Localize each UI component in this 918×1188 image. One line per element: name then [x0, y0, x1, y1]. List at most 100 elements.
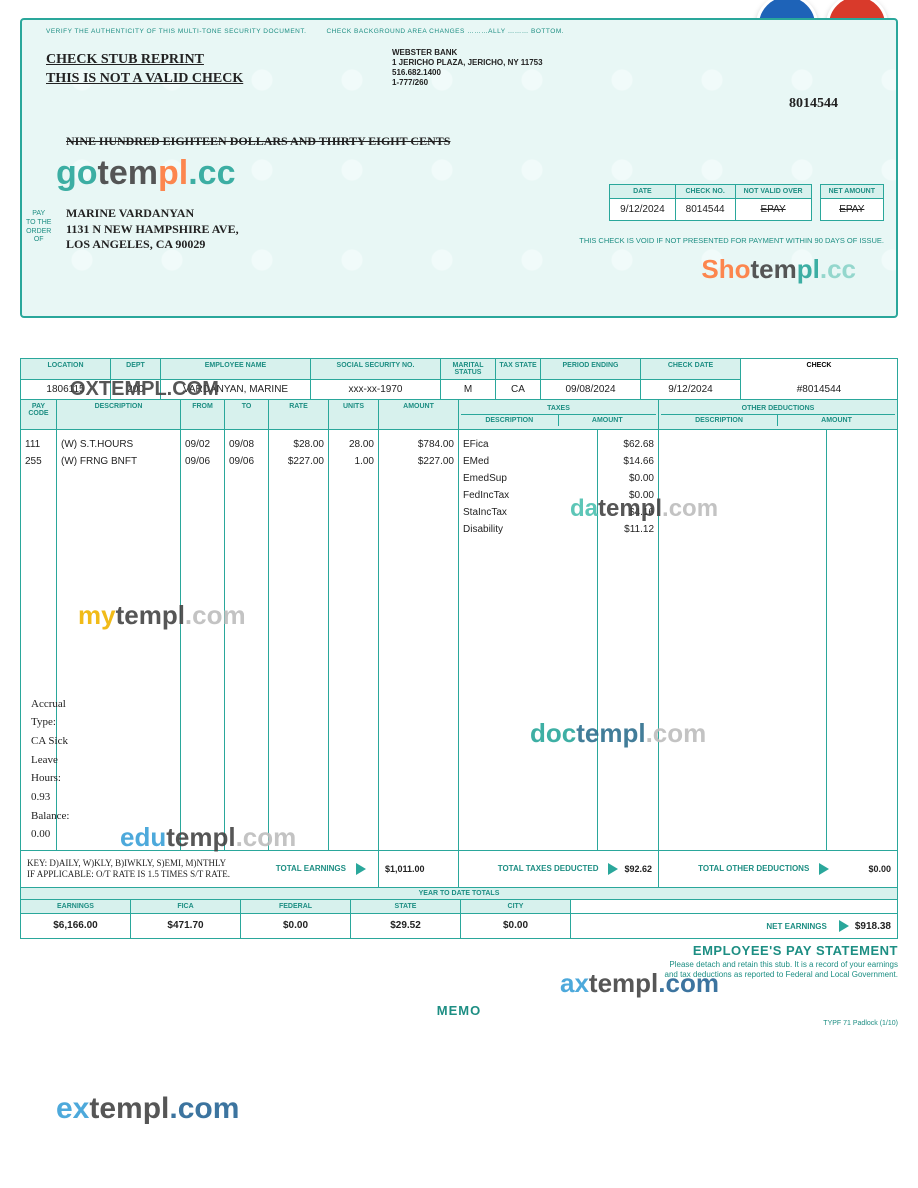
tax-amt-list: $62.68 $14.66 $0.00 $0.00 $4.16 $11.12 — [598, 430, 658, 850]
col-taxes: EFica EMed EmedSup FedIncTax StaIncTax D… — [459, 430, 659, 850]
ytd-h-earn: EARNINGS — [21, 900, 131, 914]
check-label-text: CHECK — [807, 362, 832, 369]
h2-other-amt: AMOUNT — [778, 415, 895, 426]
net-earnings-value: $918.38 — [855, 921, 891, 932]
h2-rate: RATE — [269, 400, 329, 430]
total-taxes-label: TOTAL TAXES DEDUCTED — [498, 865, 599, 874]
check-boxes: DATE CHECK NO. NOT VALID OVER 9/12/2024 … — [609, 184, 884, 221]
h-period: PERIOD ENDING — [541, 359, 641, 380]
total-taxes-value: $92.62 — [624, 864, 652, 874]
h2-desc: DESCRIPTION — [57, 400, 181, 430]
tax-desc-list: EFica EMed EmedSup FedIncTax StaIncTax D… — [459, 430, 598, 850]
bank-block: WEBSTER BANK 1 JERICHO PLAZA, JERICHO, N… — [392, 48, 543, 88]
watermark-extempl: extempl.com — [56, 1092, 239, 1126]
line-units-1: 1.00 — [333, 453, 374, 470]
tax-a-0: $62.68 — [602, 436, 654, 453]
security-banner: VERIFY THE AUTHENTICITY OF THIS MULTI-TO… — [46, 28, 884, 35]
check-box-net: NET AMOUNT EPAY — [820, 184, 884, 221]
footer-line-1: Please detach and retain this stub. It i… — [20, 960, 898, 970]
v-dept: 200 — [111, 380, 161, 400]
stub-value-row: 1806115 200 VARDANYAN, MARINE xxx-xx-197… — [21, 380, 897, 400]
col-other-deductions — [659, 430, 897, 850]
ytd-h-city: CITY — [461, 900, 571, 914]
total-other-cell: TOTAL OTHER DEDUCTIONS $0.00 — [659, 851, 897, 887]
h2-from: FROM — [181, 400, 225, 430]
payee-street: 1131 N NEW HAMPSHIRE AVE, — [66, 222, 239, 238]
tax-d-2: EmedSup — [463, 470, 593, 487]
pay-to-label: PAY TO THE ORDER OF — [26, 210, 51, 245]
h2-other-title: OTHER DEDUCTIONS — [661, 403, 895, 415]
payee-city: LOS ANGELES, CA 90029 — [66, 237, 239, 253]
payee-block: MARINE VARDANYAN 1131 N NEW HAMPSHIRE AV… — [66, 206, 239, 253]
v-checkno: #8014544 — [741, 380, 897, 400]
h-ssn: SOCIAL SECURITY NO. — [311, 359, 441, 380]
total-taxes-cell: TOTAL TAXES DEDUCTED $92.62 — [459, 851, 659, 887]
payee-name: MARINE VARDANYAN — [66, 206, 239, 222]
hdr-notvalidover: NOT VALID OVER — [735, 185, 811, 199]
line-desc-1: (W) FRNG BNFT — [61, 453, 176, 470]
net-earnings-label: NET EARNINGS — [766, 922, 826, 931]
h2-taxes: TAXES DESCRIPTION AMOUNT — [459, 400, 659, 430]
key-cell: KEY: D)AILY, W)KLY, B)IWKLY, S)EMI, M)NT… — [21, 851, 379, 887]
total-earnings-value: $1,011.00 — [379, 851, 459, 887]
ytd-h-blank — [571, 900, 897, 914]
line-amount-0: $784.00 — [383, 436, 454, 453]
total-other-value: $0.00 — [868, 864, 891, 874]
pay-label-3: ORDER — [26, 228, 51, 237]
ytd-v-state: $29.52 — [351, 914, 461, 938]
ytd-h-fed: FEDERAL — [241, 900, 351, 914]
bank-code: 1-777/260 — [392, 78, 543, 88]
line-to-0: 09/08 — [229, 436, 264, 453]
tax-d-0: EFica — [463, 436, 593, 453]
val-date: 9/12/2024 — [610, 199, 676, 221]
col-desc: (W) S.T.HOURS (W) FRNG BNFT — [57, 430, 181, 850]
line-code-1: 255 — [25, 453, 52, 470]
h-location: LOCATION — [21, 359, 111, 380]
memo-label: MEMO — [20, 1003, 898, 1018]
ytd-h-fica: FICA — [131, 900, 241, 914]
line-from-1: 09/06 — [185, 453, 220, 470]
h-taxstate: TAX STATE — [496, 359, 541, 380]
h2-amount: AMOUNT — [379, 400, 459, 430]
h2-other: OTHER DEDUCTIONS DESCRIPTION AMOUNT — [659, 400, 897, 430]
line-from-0: 09/02 — [185, 436, 220, 453]
ytd-v-city: $0.00 — [461, 914, 571, 938]
col-rate: $28.00 $227.00 — [269, 430, 329, 850]
hdr-netamount: NET AMOUNT — [820, 185, 883, 199]
col-paycode: 111 255 Accrual Type: CA Sick Leave Hour… — [21, 430, 57, 850]
bank-name: WEBSTER BANK — [392, 48, 543, 58]
net-earnings-cell: NET EARNINGS $918.38 — [571, 914, 897, 938]
h2-paycode: PAY CODE — [21, 400, 57, 430]
detail-body: 111 255 Accrual Type: CA Sick Leave Hour… — [21, 430, 897, 850]
footer-title: EMPLOYEE'S PAY STATEMENT — [20, 943, 898, 960]
pay-label-1: PAY — [26, 210, 51, 219]
key-line-2: IF APPLICABLE: O/T RATE IS 1.5 TIMES S/T… — [27, 869, 230, 880]
v-marital: M — [441, 380, 496, 400]
v-taxstate: CA — [496, 380, 541, 400]
tax-a-4: $4.16 — [602, 504, 654, 521]
col-units: 28.00 1.00 — [329, 430, 379, 850]
ytd-values: $6,166.00 $471.70 $0.00 $29.52 $0.00 NET… — [21, 914, 897, 938]
line-code-0: 111 — [25, 436, 52, 453]
total-other-label: TOTAL OTHER DEDUCTIONS — [698, 865, 809, 874]
col-amount: $784.00 $227.00 — [379, 430, 459, 850]
security-banner-right: CHECK BACKGROUND AREA CHANGES ………ALLY ……… — [326, 28, 564, 35]
total-earnings-label: TOTAL EARNINGS — [276, 865, 346, 874]
h2-other-desc: DESCRIPTION — [661, 415, 778, 426]
ytd-v-fed: $0.00 — [241, 914, 351, 938]
bank-address: 1 JERICHO PLAZA, JERICHO, NY 11753 — [392, 58, 543, 68]
check-number-top: 8014544 — [789, 96, 838, 112]
amount-in-words: NINE HUNDRED EIGHTEEN DOLLARS AND THIRTY… — [66, 134, 450, 149]
check-panel: VERIFY THE AUTHENTICITY OF THIS MULTI-TO… — [20, 18, 898, 318]
h2-to: TO — [225, 400, 269, 430]
v-period: 09/08/2024 — [541, 380, 641, 400]
footer-line-2: and tax deductions as reported to Federa… — [20, 970, 898, 980]
tax-d-5: Disability — [463, 521, 593, 538]
other-amt-list — [827, 430, 897, 850]
h2-units: UNITS — [329, 400, 379, 430]
tax-a-2: $0.00 — [602, 470, 654, 487]
watermark-gotempl: gotempl.cc — [56, 154, 236, 193]
stub-header-row: LOCATION DEPT EMPLOYEE NAME SOCIAL SECUR… — [21, 359, 897, 380]
tax-d-1: EMed — [463, 453, 593, 470]
line-units-0: 28.00 — [333, 436, 374, 453]
